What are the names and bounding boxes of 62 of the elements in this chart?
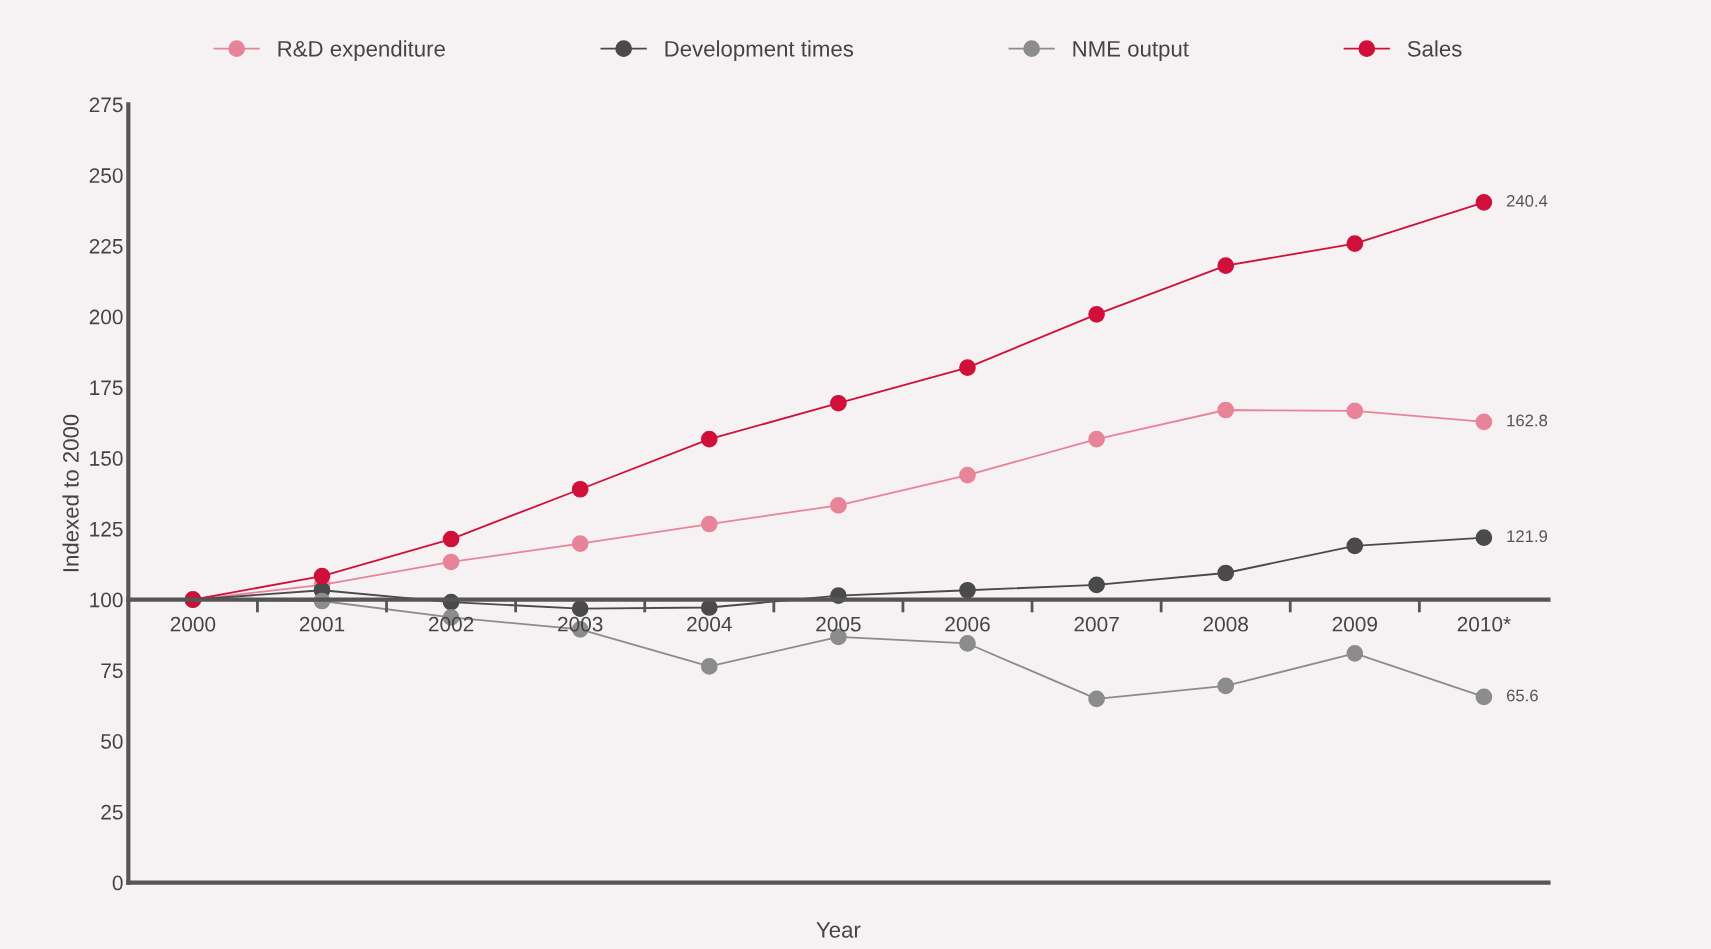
point [1475, 193, 1493, 211]
y-axis-title: Indexed to 2000 [62, 414, 79, 572]
x-tick-label: 2000 [170, 616, 216, 632]
x-tick-label: 2004 [687, 616, 732, 632]
point [1088, 690, 1105, 708]
point [1217, 257, 1235, 275]
point [1088, 306, 1105, 323]
annotation: 121.9 [1507, 530, 1548, 543]
y-tick-label: 50 [101, 734, 123, 749]
x-tick-label: 2010* [1457, 616, 1511, 632]
point [442, 553, 460, 571]
point [442, 530, 460, 548]
x-tick-label: 2007 [1074, 616, 1119, 632]
y-tick-label: 75 [101, 663, 123, 679]
annotation: 240.4 [1506, 194, 1548, 207]
point [571, 480, 589, 498]
point [1475, 688, 1493, 706]
y-tick-label: 125 [90, 521, 123, 537]
y-tick-label: 25 [101, 804, 123, 820]
point [1088, 430, 1105, 448]
y-tick-label: 175 [90, 380, 123, 396]
legend-label: R&D expenditure [278, 40, 445, 62]
point [830, 497, 847, 514]
y-tick-label: 225 [89, 238, 123, 254]
point [571, 535, 589, 552]
y-tick-label: 200 [89, 309, 123, 325]
point [571, 600, 589, 617]
point [1475, 413, 1493, 431]
y-tick-label: 275 [89, 97, 123, 113]
x-tick-label: 2008 [1203, 616, 1248, 632]
point [1217, 401, 1235, 419]
x-tick-label: 2006 [945, 616, 990, 632]
point [1475, 529, 1493, 546]
point [830, 394, 847, 412]
annotation: 65.6 [1506, 689, 1538, 702]
point [700, 515, 718, 533]
x-tick-label: 2009 [1332, 616, 1377, 632]
x-tick-label: 2002 [428, 616, 474, 632]
point [1217, 564, 1235, 582]
point [1346, 402, 1364, 420]
x-axis-title: Year [816, 922, 861, 938]
y-tick-label: 0 [112, 875, 123, 891]
point [1346, 235, 1364, 252]
point [700, 658, 718, 675]
legend-label: Development times [665, 40, 854, 62]
point [959, 635, 976, 652]
point [1346, 645, 1364, 662]
y-tick-label: 100 [90, 592, 123, 608]
legend-label: Sales [1407, 40, 1462, 57]
y-tick-label: 150 [90, 451, 123, 466]
x-tick-label: 2001 [299, 616, 345, 632]
point [1346, 537, 1364, 555]
point [959, 359, 976, 376]
legend-label: NME output [1073, 41, 1189, 62]
point [959, 581, 976, 599]
annotation: 162.8 [1507, 414, 1548, 427]
point [959, 466, 976, 484]
point [700, 430, 718, 448]
point [1217, 677, 1235, 695]
x-tick-label: 2005 [816, 616, 861, 632]
y-tick-label: 250 [89, 168, 123, 183]
point [1088, 576, 1105, 594]
